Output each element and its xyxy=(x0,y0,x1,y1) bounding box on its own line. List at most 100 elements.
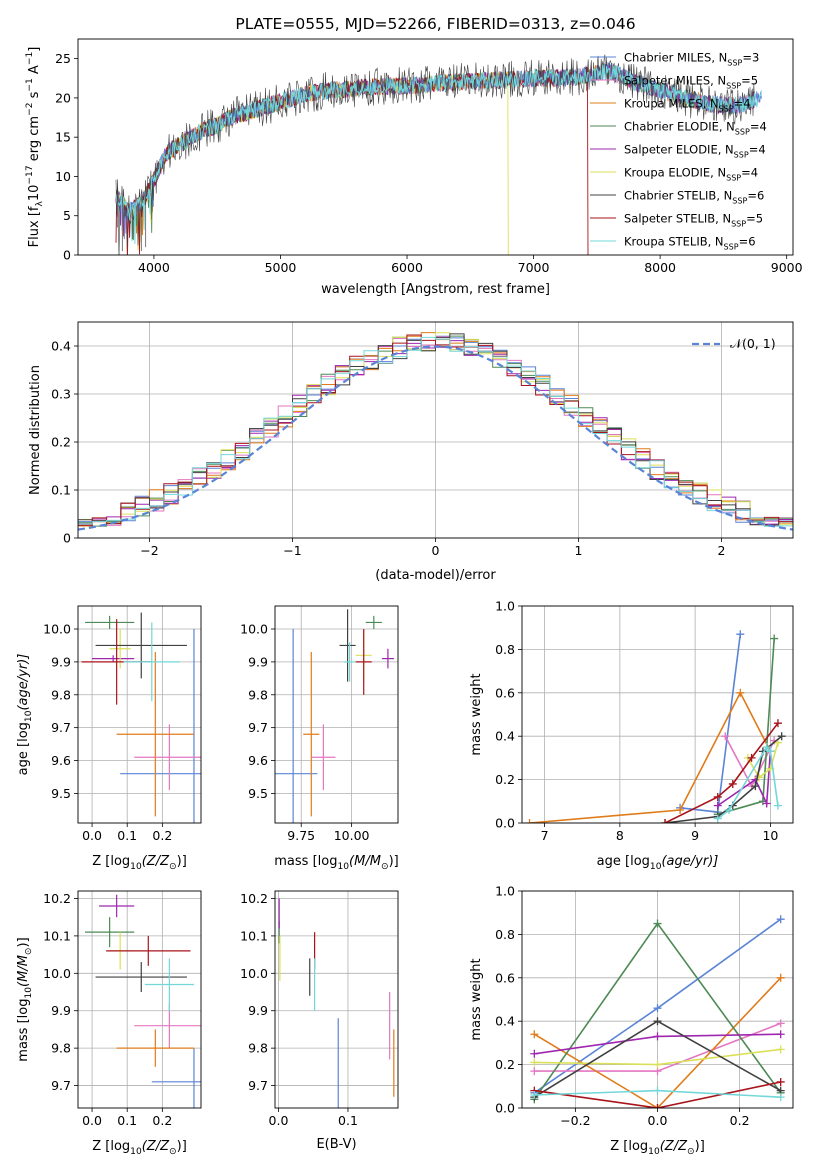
weight-marker xyxy=(713,814,722,823)
x-tick-label: 0.2 xyxy=(730,1113,750,1128)
y-tick-label: 10.0 xyxy=(240,622,268,637)
spectrum-line-kroupa-elodie xyxy=(115,71,509,255)
legend-entry: Chabrier STELIB, NSSP=6 xyxy=(624,189,764,206)
mass-vs-ebv-axes: 0.0 0.1 9.7 9.8 9.9 10.0 10.1 10.2 xyxy=(240,890,399,1128)
age-vs-mass-plot-area xyxy=(275,609,394,823)
y-tick-label: 10.0 xyxy=(240,966,268,981)
x-axis-label: mass [log10(M/M⊙)] xyxy=(274,854,398,872)
legend-entry: Salpeter ELODIE, NSSP=4 xyxy=(624,143,766,160)
weight-marker xyxy=(653,919,662,928)
weight-marker xyxy=(776,973,785,982)
y-tick-label: 10.2 xyxy=(240,891,268,906)
errorbar-chabrier-miles xyxy=(275,629,318,823)
errorbar-chabrier-miles xyxy=(120,629,201,823)
age-vs-mass-frame xyxy=(274,605,399,824)
weight-marker xyxy=(776,1030,785,1039)
x-tick-label: 9000 xyxy=(771,260,803,275)
weight-line-kroupa-miles xyxy=(529,691,772,823)
errorbar-kroupa-stelib xyxy=(343,642,356,682)
y-tick-label: 0 xyxy=(63,248,71,263)
x-tick-label: 5000 xyxy=(265,260,297,275)
residuals-plot-area xyxy=(78,332,793,538)
x-axis-label: age [log10(age/yr)] xyxy=(597,854,719,872)
legend-entry: Salpeter MILES, NSSP=5 xyxy=(624,74,758,91)
weight-marker xyxy=(525,819,534,823)
weight-marker xyxy=(728,779,737,788)
errorbar-kroupa-stelib xyxy=(123,622,180,702)
legend: Chabrier MILES, NSSP=3 Salpeter MILES, NS… xyxy=(590,51,767,252)
mass-vs-ebv-frame xyxy=(274,890,399,1109)
weight-marker xyxy=(530,1058,539,1067)
age-vs-mass-axes: 9.75 10.00 9.5 9.6 9.7 9.8 9.9 10.0 xyxy=(240,605,399,843)
y-tick-label: 9.8 xyxy=(51,1041,71,1056)
x-tick-label: 0.0 xyxy=(82,828,102,843)
y-tick-label: 9.5 xyxy=(248,786,268,801)
errorbar-salpeter-elodie xyxy=(99,894,135,918)
weight-line-salpeter-stelib xyxy=(534,1081,781,1108)
legend-entry: Chabrier ELODIE, NSSP=4 xyxy=(624,120,767,137)
weight-marker xyxy=(713,801,722,810)
errorbar-salpeter-elodie xyxy=(381,648,394,669)
weight-marker xyxy=(530,1049,539,1058)
weight-marker xyxy=(530,1067,539,1076)
mass-weight-vs-age-frame xyxy=(521,605,794,824)
y-tick-label: 5 xyxy=(63,208,71,223)
x-tick-label: 0.1 xyxy=(338,1113,358,1128)
x-tick-label: 0.0 xyxy=(82,1113,102,1128)
weight-marker xyxy=(747,753,756,762)
x-axis-label: Z [log10(Z/Z⊙)] xyxy=(610,1139,705,1157)
histogram-kroupa-stelib xyxy=(78,336,793,538)
x-tick-label: −1 xyxy=(283,543,301,558)
weight-marker xyxy=(653,1032,662,1041)
weight-marker xyxy=(776,1019,785,1028)
weight-marker xyxy=(653,1086,662,1095)
y-tick-label: 1.0 xyxy=(495,884,515,899)
weight-marker xyxy=(713,792,722,801)
y-tick-label: 9.7 xyxy=(248,720,268,735)
x-tick-label: 0.2 xyxy=(152,828,172,843)
errorbar-chabrier-elodie xyxy=(85,917,135,948)
errorbar-chabrier-stelib xyxy=(95,962,187,993)
errorbar-salpeter-miles xyxy=(311,724,336,791)
mass-vs-z-frame xyxy=(77,890,202,1109)
mass-vs-ebv-plot-area xyxy=(278,898,395,1108)
y-tick-label: 0.1 xyxy=(51,483,71,498)
spectrum-frame xyxy=(77,38,794,256)
weight-marker xyxy=(653,1104,662,1108)
weight-line-salpeter-elodie xyxy=(717,751,772,807)
weight-marker xyxy=(762,799,771,808)
weight-marker xyxy=(653,1060,662,1069)
x-tick-label: 8000 xyxy=(644,260,676,275)
x-tick-label: 9 xyxy=(691,828,699,843)
weight-marker xyxy=(725,805,734,814)
x-tick-label: 0.2 xyxy=(152,1113,172,1128)
y-tick-label: 9.7 xyxy=(51,1078,71,1093)
x-tick-label: −2 xyxy=(140,543,158,558)
y-tick-label: 9.6 xyxy=(248,753,268,768)
x-tick-label: 2 xyxy=(718,543,726,558)
x-tick-label: 7 xyxy=(541,828,549,843)
y-tick-label: 0.8 xyxy=(495,927,515,942)
y-tick-label: 9.8 xyxy=(248,1041,268,1056)
weight-marker xyxy=(751,782,760,791)
weight-marker xyxy=(773,719,782,728)
x-tick-label: 6000 xyxy=(391,260,423,275)
age-vs-z-frame xyxy=(77,605,202,824)
mass-vs-z-axes: 0.0 0.1 0.2 9.7 9.8 9.9 10.0 10.1 10.2 xyxy=(43,890,202,1128)
mass-weight-vs-age-axes: 7 8 9 10 0.0 0.2 0.4 0.6 0.8 1.0 xyxy=(495,599,794,843)
spectrum-axes: 4000 5000 6000 7000 8000 9000 0 5 10 15 20 25 xyxy=(55,38,803,275)
y-tick-label: 0.4 xyxy=(495,729,515,744)
weight-line-chabrier-elodie xyxy=(717,638,775,816)
errorbar-chabrier-elodie xyxy=(85,615,135,630)
legend-entry: Chabrier MILES, NSSP=3 xyxy=(624,51,759,68)
y-tick-label: 20 xyxy=(55,90,71,105)
errorbar-chabrier-stelib xyxy=(95,612,187,679)
y-tick-label: 0.2 xyxy=(495,1057,515,1072)
errorbar-chabrier-stelib xyxy=(339,609,356,682)
errorbar-salpeter-miles xyxy=(134,724,201,791)
weight-marker xyxy=(766,747,775,756)
x-tick-label: 0.1 xyxy=(117,828,137,843)
y-tick-label: 0.0 xyxy=(495,1101,515,1116)
x-axis-label: Z [log10(Z/Z⊙)] xyxy=(92,854,187,872)
legend-entry: Salpeter STELIB, NSSP=5 xyxy=(624,212,763,229)
